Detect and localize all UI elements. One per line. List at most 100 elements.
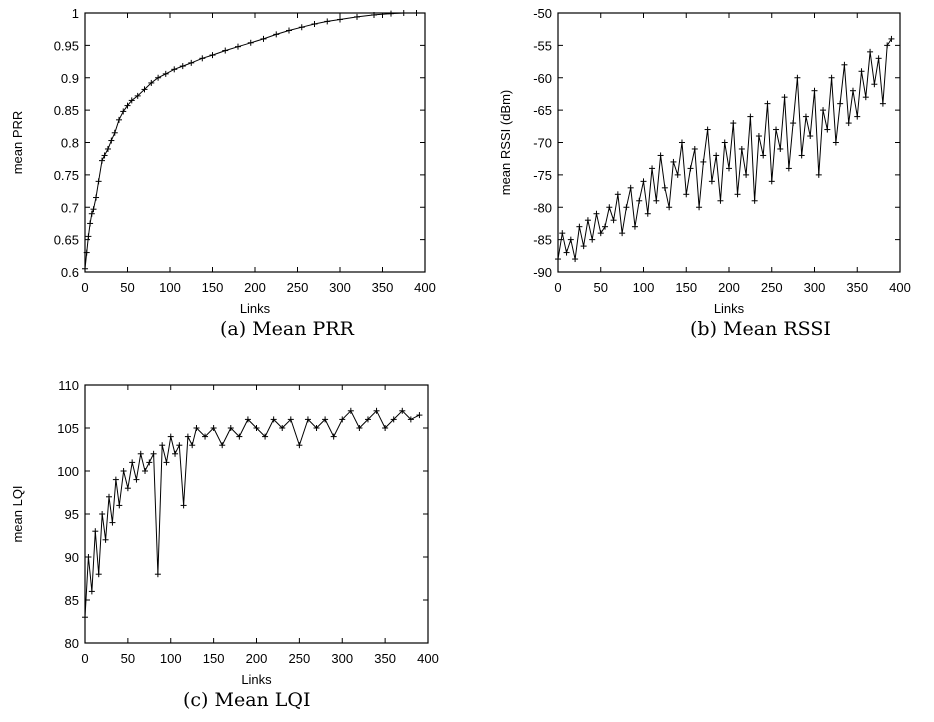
panel-caption: (b) Mean RSSI xyxy=(690,318,831,340)
data-point xyxy=(142,468,149,474)
y-tick-label: -75 xyxy=(533,168,552,183)
x-axis-label: Links xyxy=(714,301,745,316)
data-point xyxy=(163,459,170,466)
data-point xyxy=(382,425,389,431)
data-point xyxy=(407,416,414,423)
data-point xyxy=(597,230,604,237)
data-point xyxy=(129,459,136,466)
data-point xyxy=(189,442,196,449)
data-point xyxy=(311,21,318,28)
data-point xyxy=(627,184,634,191)
data-point xyxy=(726,165,732,172)
y-tick-label: 1 xyxy=(72,6,79,21)
x-tick-label: 400 xyxy=(889,280,911,295)
data-point xyxy=(636,197,643,204)
y-tick-label: 110 xyxy=(58,378,79,393)
data-point xyxy=(82,265,88,272)
x-tick-label: 200 xyxy=(718,280,740,295)
data-point xyxy=(247,39,254,46)
data-point xyxy=(696,204,703,211)
data-point xyxy=(584,217,591,224)
data-point xyxy=(219,442,226,449)
data-point xyxy=(88,588,95,595)
data-point xyxy=(337,16,343,23)
x-tick-label: 250 xyxy=(287,280,309,295)
x-tick-label: 300 xyxy=(331,651,353,666)
data-point xyxy=(884,42,891,49)
data-point xyxy=(399,407,406,414)
data-point xyxy=(751,197,758,204)
y-tick-label: 0.9 xyxy=(61,71,79,86)
x-tick-label: 0 xyxy=(81,651,88,666)
data-point xyxy=(589,236,596,243)
data-point xyxy=(837,100,844,107)
data-point xyxy=(807,133,814,140)
y-tick-label: -80 xyxy=(533,200,552,215)
x-tick-label: 250 xyxy=(289,651,311,666)
y-tick-label: 90 xyxy=(65,550,79,565)
y-tick-label: 105 xyxy=(57,421,79,436)
data-point xyxy=(687,165,694,172)
x-tick-label: 200 xyxy=(246,651,268,666)
data-point xyxy=(794,74,801,81)
data-point xyxy=(304,416,311,423)
data-point xyxy=(364,416,371,423)
data-point xyxy=(760,152,767,159)
chart-panel-2: 0 50 100 150 200 250 300 350 400 -90 -85 -80 -75 -70 -… xyxy=(498,6,911,340)
data-point xyxy=(148,79,155,86)
data-point xyxy=(828,74,835,81)
panel-caption: (c) Mean LQI xyxy=(183,689,311,711)
chart-panel-3: 0 50 100 150 200 250 300 350 400 80 85 90 95 100 105 11… xyxy=(10,378,439,711)
y-axis-label: mean RSSI (dBm) xyxy=(498,90,513,195)
data-point xyxy=(85,233,92,240)
data-point xyxy=(614,191,621,198)
data-point xyxy=(253,425,260,431)
x-tick-label: 100 xyxy=(633,280,655,295)
data-point xyxy=(644,210,651,217)
data-point xyxy=(773,126,780,133)
data-point xyxy=(567,236,574,243)
data-point xyxy=(580,243,587,250)
data-point xyxy=(691,145,698,152)
data-point xyxy=(109,519,116,526)
data-point xyxy=(347,407,354,414)
data-point xyxy=(172,450,179,457)
y-tick-label: -55 xyxy=(533,38,552,53)
data-point xyxy=(388,10,394,17)
data-point xyxy=(738,145,745,152)
data-point xyxy=(815,171,822,178)
data-point xyxy=(155,74,162,81)
data-point xyxy=(845,120,852,127)
data-point xyxy=(83,249,90,256)
data-point xyxy=(313,425,320,431)
x-tick-label: 150 xyxy=(675,280,697,295)
y-axis-label: mean PRR xyxy=(10,111,25,175)
x-tick-label: 250 xyxy=(761,280,783,295)
data-point xyxy=(867,48,874,55)
data-point xyxy=(95,571,102,578)
data-point xyxy=(108,137,115,144)
data-point xyxy=(244,416,251,423)
y-tick-label: -90 xyxy=(533,265,552,280)
x-tick-label: 150 xyxy=(202,280,224,295)
data-point xyxy=(416,412,423,419)
data-point xyxy=(162,70,169,77)
plot-frame xyxy=(84,384,429,644)
data-point xyxy=(811,87,818,94)
data-point xyxy=(99,511,106,517)
data-point xyxy=(116,502,123,509)
data-point xyxy=(700,158,707,165)
x-tick-label: 0 xyxy=(81,280,88,295)
data-point xyxy=(559,230,566,237)
y-tick-label: 0.95 xyxy=(54,38,79,53)
data-point xyxy=(133,476,140,483)
x-tick-label: 150 xyxy=(203,651,225,666)
data-point xyxy=(159,442,166,449)
data-point xyxy=(188,59,195,66)
data-point xyxy=(606,204,613,211)
data-point xyxy=(176,442,183,449)
data-point xyxy=(150,450,157,457)
data-point xyxy=(777,145,784,152)
data-point xyxy=(298,24,305,31)
